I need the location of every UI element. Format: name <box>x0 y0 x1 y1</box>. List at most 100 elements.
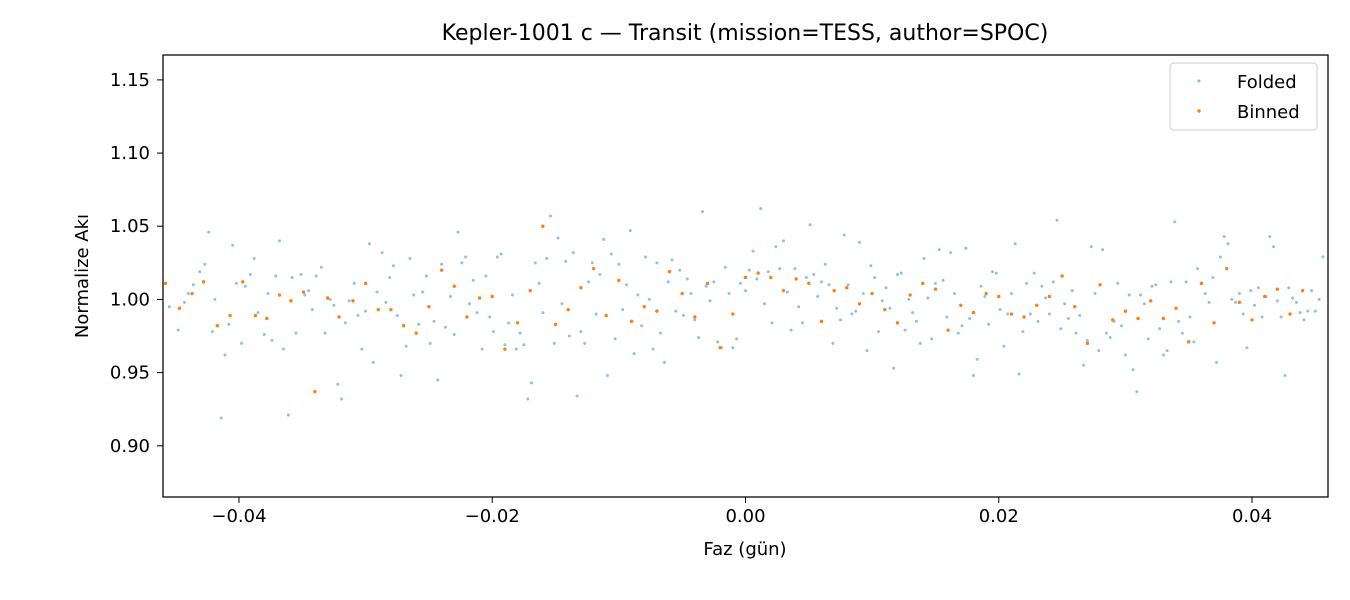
binned-point <box>477 296 482 300</box>
folded-point <box>1032 271 1036 275</box>
folded-point <box>975 357 979 361</box>
folded-point <box>1021 330 1025 334</box>
binned-point <box>265 316 269 321</box>
folded-point <box>1313 309 1317 313</box>
folded-point <box>983 294 987 298</box>
folded-point <box>1188 315 1192 319</box>
folded-point <box>685 277 689 281</box>
folded-point <box>183 300 187 304</box>
folded-point <box>712 280 716 284</box>
binned-point <box>337 315 341 319</box>
binned-point <box>655 309 659 313</box>
folded-point <box>343 321 347 325</box>
folded-point <box>1120 324 1124 328</box>
binned-point <box>253 313 258 318</box>
folded-point <box>541 311 545 315</box>
binned-point <box>490 294 494 299</box>
binned-point <box>579 286 583 290</box>
y-tick-label: 1.15 <box>110 70 150 91</box>
folded-point <box>417 322 421 326</box>
binned-point <box>313 389 317 394</box>
folded-point <box>1066 316 1070 320</box>
binned-point <box>832 288 836 293</box>
folded-point <box>404 344 408 348</box>
folded-point <box>1161 353 1165 357</box>
folded-point <box>727 292 731 296</box>
folded-point <box>1108 335 1112 339</box>
folded-point <box>1002 344 1006 348</box>
folded-point <box>751 249 755 253</box>
binned-point <box>933 287 938 291</box>
binned-point <box>629 319 634 324</box>
folded-point <box>227 322 231 326</box>
folded-point <box>998 308 1002 312</box>
folded-point <box>545 256 549 260</box>
folded-point <box>873 275 877 279</box>
folded-point <box>560 302 564 306</box>
binned-point <box>452 284 456 288</box>
folded-point <box>278 239 281 243</box>
folded-point <box>464 255 468 259</box>
binned-point <box>718 346 722 350</box>
binned-point <box>1250 318 1254 322</box>
folded-point <box>456 230 460 234</box>
binned-point <box>984 291 988 296</box>
chart-title: Kepler-1001 c — Transit (mission=TESS, a… <box>442 21 1049 46</box>
folded-point <box>1116 281 1120 285</box>
folded-point <box>952 292 956 296</box>
folded-point <box>850 312 854 316</box>
folded-point <box>655 261 659 265</box>
folded-point <box>167 305 171 309</box>
folded-point <box>888 306 892 310</box>
folded-point <box>564 259 568 263</box>
folded-point <box>424 274 428 278</box>
folded-point <box>207 230 211 234</box>
folded-point <box>1283 374 1287 378</box>
binned-point <box>1085 341 1090 346</box>
folded-point <box>364 309 368 313</box>
folded-point <box>1025 281 1029 285</box>
binned-point <box>1149 299 1153 303</box>
y-axis-label: Normalize Akı <box>72 214 93 338</box>
y-axis: 0.90 0.95 1.00 1.05 1.10 1.15 <box>110 70 163 457</box>
binned-point <box>1161 316 1166 321</box>
folded-point <box>1249 289 1253 293</box>
folded-point <box>922 256 926 260</box>
folded-point <box>1101 248 1105 252</box>
folded-point <box>176 328 180 332</box>
folded-point <box>911 311 915 315</box>
folded-point <box>624 283 628 287</box>
folded-point <box>1306 309 1310 313</box>
folded-point <box>613 337 617 341</box>
folded-point <box>299 273 303 277</box>
folded-point <box>926 296 930 300</box>
folded-point <box>443 325 447 329</box>
folded-point <box>518 331 522 335</box>
binned-point <box>163 281 168 286</box>
folded-point <box>395 314 399 318</box>
folded-point <box>191 283 195 287</box>
binned-point <box>277 293 282 297</box>
legend-label-folded: Folded <box>1237 72 1297 93</box>
folded-point <box>744 289 747 293</box>
binned-point <box>693 315 697 319</box>
folded-point <box>789 328 793 332</box>
folded-point <box>1218 255 1222 259</box>
folded-point <box>367 242 371 246</box>
folded-point <box>770 321 774 325</box>
folded-point <box>774 245 778 249</box>
folded-point <box>1237 292 1241 296</box>
folded-point <box>964 246 968 250</box>
folded-point <box>678 268 682 272</box>
folded-point <box>1146 337 1150 341</box>
folded-point <box>399 374 403 378</box>
folded-point <box>1085 338 1089 342</box>
folded-point <box>556 236 560 240</box>
binned-point <box>553 322 558 326</box>
folded-point <box>391 264 395 268</box>
folded-point <box>436 378 440 382</box>
x-tick-label: −0.02 <box>465 506 520 527</box>
folded-point <box>1260 315 1264 319</box>
x-axis: −0.04 −0.02 0.00 0.02 0.04 <box>211 497 1272 527</box>
binned-point <box>503 347 507 351</box>
